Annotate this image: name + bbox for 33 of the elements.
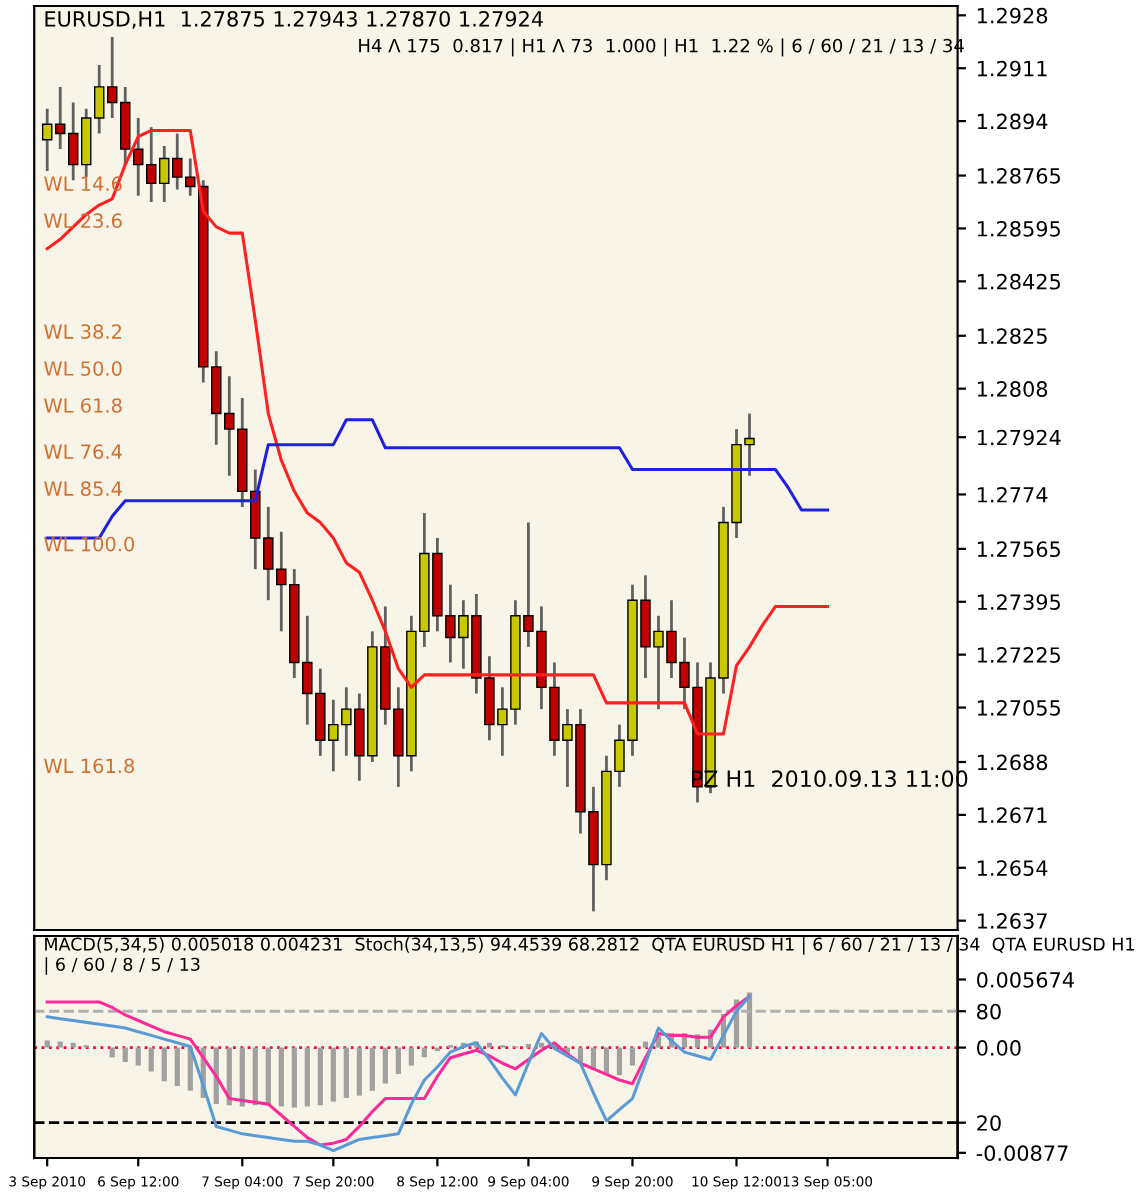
y-tick-label: 1.2637 xyxy=(977,913,1047,929)
annotation: WL 23.6 xyxy=(44,213,122,229)
y-tick-label: 1.2894 xyxy=(977,113,1048,130)
y-tick-label: 1.2928 xyxy=(977,7,1048,24)
y-tick-label: 1.28425 xyxy=(977,273,1060,290)
annotation: WL 100.0 xyxy=(44,536,135,552)
y-tick-label: 1.27055 xyxy=(977,700,1060,716)
y2-tick-label: 20 xyxy=(977,1115,1001,1131)
annotation: WL 85.4 xyxy=(44,481,122,496)
y2-tick-label: 80 xyxy=(977,1003,1001,1020)
y-tick-label: 1.27924 xyxy=(977,429,1061,446)
y-tick-label: 0.00 xyxy=(977,1040,1021,1056)
y-tick-label: 1.27395 xyxy=(977,594,1060,610)
y-tick-label: 1.2774 xyxy=(977,486,1048,503)
y-tick-label: -0.00877 xyxy=(976,1145,1068,1162)
annotation: WL 61.8 xyxy=(44,398,122,413)
y-tick-label: 0.005674 xyxy=(977,971,1074,988)
annotation: WL 38.2 xyxy=(44,324,122,339)
y-tick-label: 1.2808 xyxy=(977,381,1048,397)
annotation: WL 76.4 xyxy=(44,444,122,460)
chart-title: EURUSD,H1 1.27875 1.27943 1.27870 1.27924 xyxy=(45,10,543,29)
y-tick-label: 1.2688 xyxy=(977,754,1048,771)
y-tick-label: 1.2654 xyxy=(977,860,1048,876)
annotation: WL 50.0 xyxy=(44,361,122,376)
annotation: WL 161.8 xyxy=(44,758,135,774)
y-tick-label: 1.27225 xyxy=(977,647,1060,663)
y-tick-label: 1.2911 xyxy=(977,60,1047,77)
text: MACD(5,34,5) 0.005018 0.004231 Stoch(34,13,5) 94.4539 68.2812 QTA EURUSD H1 | 6 / 60 / 21 / 13 / 34 QTA EURUSD H1 | 6 / 60 / 8 / 5 / 13 xyxy=(45,937,1134,975)
y-tick-label: 1.28765 xyxy=(977,168,1060,184)
y-tick-label: 1.2671 xyxy=(977,807,1047,824)
y-tick-label: 1.28595 xyxy=(977,220,1060,237)
y-tick-label: 1.2825 xyxy=(977,328,1047,344)
y-tick-label: 1.27565 xyxy=(977,541,1060,558)
